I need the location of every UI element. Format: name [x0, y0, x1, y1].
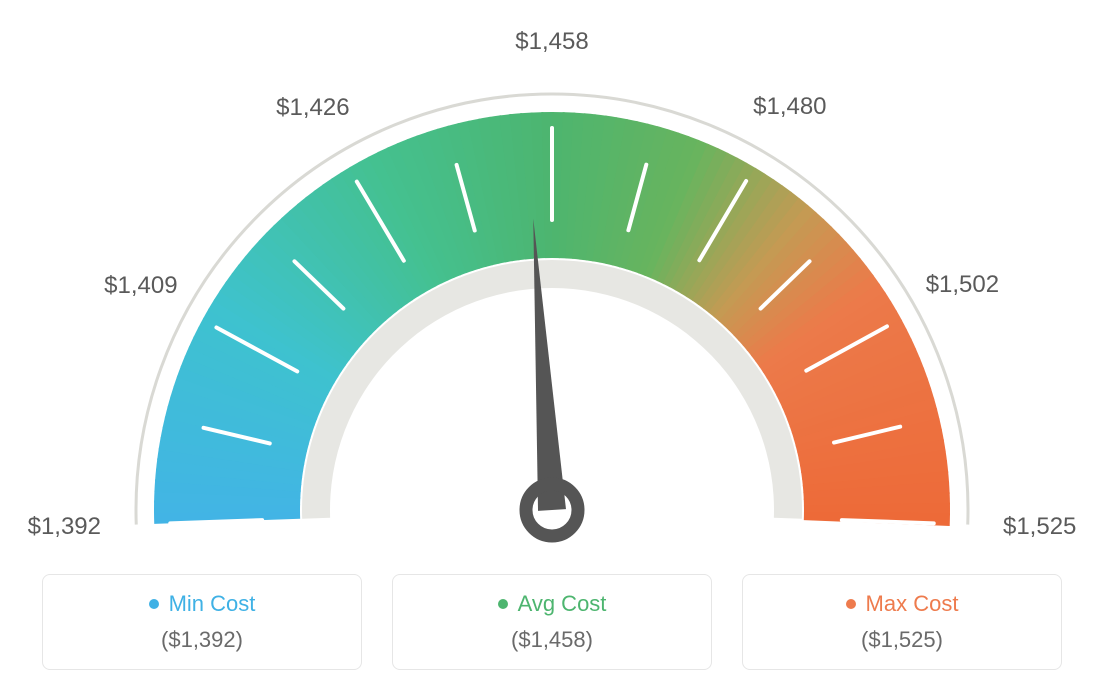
dot-icon-min: [149, 599, 159, 609]
tick-label: $1,409: [104, 272, 177, 300]
legend-card-min: Min Cost ($1,392): [42, 574, 362, 670]
legend-title-min: Min Cost: [63, 591, 341, 617]
legend-title-max: Max Cost: [763, 591, 1041, 617]
dot-icon-max: [846, 599, 856, 609]
tick-label: $1,525: [1003, 513, 1076, 541]
tick-label: $1,392: [28, 513, 101, 541]
tick-label: $1,426: [276, 94, 349, 122]
legend-card-avg: Avg Cost ($1,458): [392, 574, 712, 670]
legend-value-min: ($1,392): [63, 627, 341, 653]
legend-label-min: Min Cost: [169, 591, 256, 617]
legend-title-avg: Avg Cost: [413, 591, 691, 617]
tick-label: $1,480: [753, 93, 826, 121]
dot-icon-avg: [498, 599, 508, 609]
legend-card-max: Max Cost ($1,525): [742, 574, 1062, 670]
legend-label-max: Max Cost: [866, 591, 959, 617]
tick-label: $1,502: [926, 271, 999, 299]
legend-row: Min Cost ($1,392) Avg Cost ($1,458) Max …: [0, 574, 1104, 670]
legend-value-avg: ($1,458): [413, 627, 691, 653]
gauge-chart: $1,392 $1,409 $1,426 $1,458 $1,480 $1,502 $1,5…: [0, 0, 1104, 560]
tick-label: $1,458: [515, 28, 588, 56]
legend-label-avg: Avg Cost: [518, 591, 607, 617]
legend-value-max: ($1,525): [763, 627, 1041, 653]
